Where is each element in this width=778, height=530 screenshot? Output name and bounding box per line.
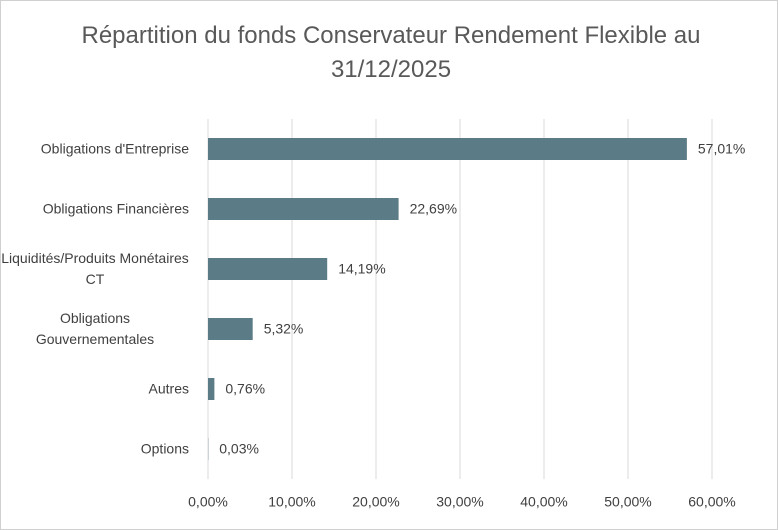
y-tick-label: Obligations Financières — [42, 200, 189, 217]
value-label: 5,32% — [264, 321, 304, 337]
x-tick-label: 50,00% — [604, 494, 651, 510]
bar — [208, 378, 215, 400]
x-tick-label: 0,00% — [188, 494, 228, 510]
value-label: 14,19% — [338, 261, 385, 277]
bar — [208, 258, 328, 280]
bar — [208, 198, 399, 220]
y-tick-label: Options — [140, 440, 189, 457]
y-tick-label: Liquidités/Produits Monétaires CT — [1, 250, 189, 287]
value-label: 0,03% — [219, 441, 259, 457]
y-tick-label: Obligations Gouvernementales — [35, 310, 155, 347]
y-tick-label: Autres — [148, 380, 189, 397]
value-label: 22,69% — [410, 201, 457, 217]
x-tick-label: 20,00% — [352, 494, 399, 510]
bar — [208, 138, 687, 160]
chart-title: Répartition du fonds Conservateur Rendem… — [81, 22, 701, 83]
x-tick-label: 60,00% — [688, 494, 735, 510]
bar — [208, 318, 253, 340]
x-tick-label: 40,00% — [520, 494, 567, 510]
value-label: 0,76% — [225, 381, 265, 397]
y-tick-label: Obligations d'Entreprise — [40, 140, 189, 157]
x-tick-label: 10,00% — [268, 494, 315, 510]
x-tick-label: 30,00% — [436, 494, 483, 510]
value-label: 57,01% — [698, 141, 745, 157]
